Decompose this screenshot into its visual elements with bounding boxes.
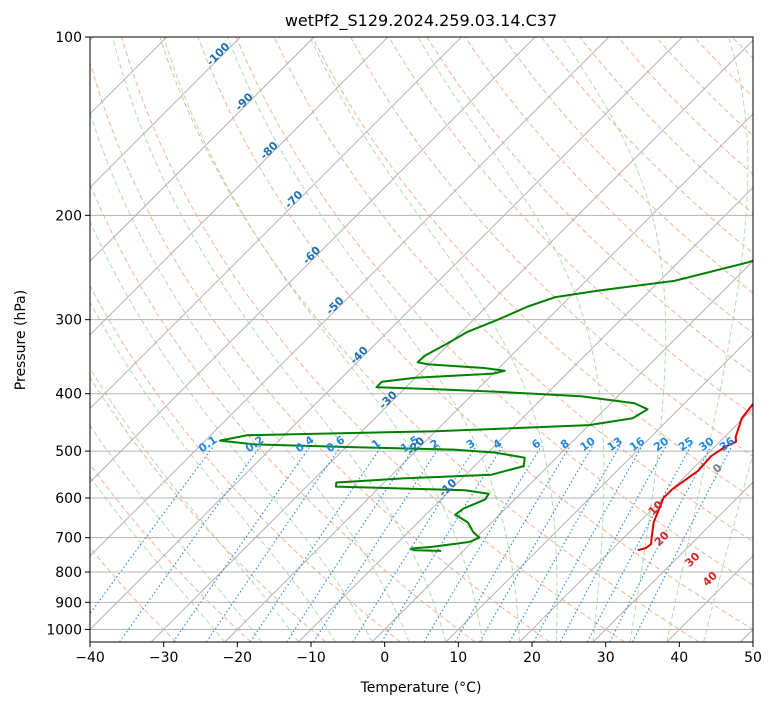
x-tick-label: 30 — [597, 650, 615, 666]
isotherm-line — [519, 407, 753, 642]
y-tick-label: 300 — [55, 313, 82, 329]
mixing-ratio-line — [609, 445, 712, 642]
x-tick-label: −30 — [149, 650, 179, 666]
dry-adiabat-line — [90, 60, 551, 642]
y-tick-label: 900 — [55, 595, 82, 611]
dry-adiabat-line — [90, 463, 252, 642]
moist-adiabat-line — [90, 424, 262, 642]
y-tick-label: 1000 — [46, 622, 82, 638]
moist-adiabat-line — [309, 37, 558, 642]
x-tick-label: 40 — [670, 650, 688, 666]
y-tick-label: 800 — [55, 565, 82, 581]
isotherm-line — [224, 113, 753, 642]
mixing-ratio-line — [632, 445, 733, 642]
dry-adiabat-line — [426, 37, 753, 375]
moist-adiabat-line — [227, 37, 520, 642]
mixing-ratio-line — [454, 445, 571, 642]
isotherm-line — [298, 186, 753, 642]
y-tick-label: 100 — [55, 30, 82, 46]
x-tick-label: 0 — [380, 650, 389, 666]
dewpoint-trace — [218, 259, 753, 552]
y-tick-label: 500 — [55, 444, 82, 460]
dry-adiabat-line — [90, 376, 327, 642]
profile-traces — [218, 259, 753, 552]
mixing-ratio-line — [172, 445, 311, 642]
moist-adiabat-line — [90, 111, 410, 642]
moist-adiabat-line — [703, 452, 753, 642]
axes: −40 −30 −20 −10 0 10 20 30 40 50 100 200 300 400 500 60… — [46, 30, 762, 666]
background-lines — [90, 37, 753, 642]
mixing-ratio-line — [313, 445, 441, 642]
isotherm-line — [592, 481, 753, 642]
isotherm-line — [90, 37, 389, 336]
y-axis-title: Pressure (hPa) — [13, 290, 29, 390]
dry-adiabat-line — [159, 37, 700, 642]
mixing-ratio-line — [286, 445, 416, 642]
chart-title: wetPf2_S129.2024.259.03.14.C37 — [285, 11, 557, 31]
dry-adiabat-line — [121, 37, 625, 642]
isotherm-line — [90, 37, 536, 483]
isotherm-line — [445, 334, 753, 642]
mixing-ratio-line — [423, 445, 542, 642]
mixing-ratio-line — [205, 445, 342, 642]
moist-adiabat-line — [90, 220, 373, 642]
moist-adiabat-line — [90, 476, 226, 642]
mixing-ratio-line — [249, 445, 383, 642]
dry-adiabat-line — [197, 37, 753, 630]
y-tick-label: 600 — [55, 491, 82, 507]
dry-adiabat-line — [311, 37, 753, 500]
isotherm-line — [90, 37, 462, 410]
x-tick-label: −10 — [296, 650, 326, 666]
x-tick-label: 50 — [744, 650, 762, 666]
moist-adiabat-line — [561, 37, 667, 642]
plot-frame — [89, 36, 754, 643]
dry-adiabat-line — [90, 182, 476, 642]
moist-adiabat-line — [90, 301, 336, 642]
x-tick-label: 20 — [523, 650, 541, 666]
dry-adiabat-line — [388, 37, 753, 416]
mixing-ratio-line — [533, 445, 643, 642]
isotherm-line — [90, 37, 610, 557]
y-tick-label: 400 — [55, 387, 82, 403]
moist-adiabat-line — [163, 37, 484, 642]
isotherm-line — [90, 37, 683, 631]
moist-adiabat-line — [417, 37, 605, 642]
dry-adiabat-line — [90, 546, 177, 642]
temperature-trace — [637, 402, 753, 552]
x-tick-label: −40 — [75, 650, 105, 666]
y-tick-label: 200 — [55, 208, 82, 224]
moist-adiabat-line — [666, 37, 749, 642]
mixing-ratio-line — [381, 445, 504, 642]
isotherm-line — [90, 37, 315, 262]
x-tick-label: −20 — [223, 650, 253, 666]
isotherm-line — [90, 37, 241, 189]
mixing-ratio-line — [119, 445, 261, 642]
mixing-ratio-line — [352, 445, 477, 642]
x-axis-title: Temperature (°C) — [360, 680, 482, 696]
y-tick-label: 700 — [55, 531, 82, 547]
x-tick-label: 10 — [449, 650, 467, 666]
dry-adiabat-line — [502, 37, 753, 294]
mixing-ratio-line — [509, 445, 621, 642]
dry-adiabat-line — [235, 37, 753, 586]
